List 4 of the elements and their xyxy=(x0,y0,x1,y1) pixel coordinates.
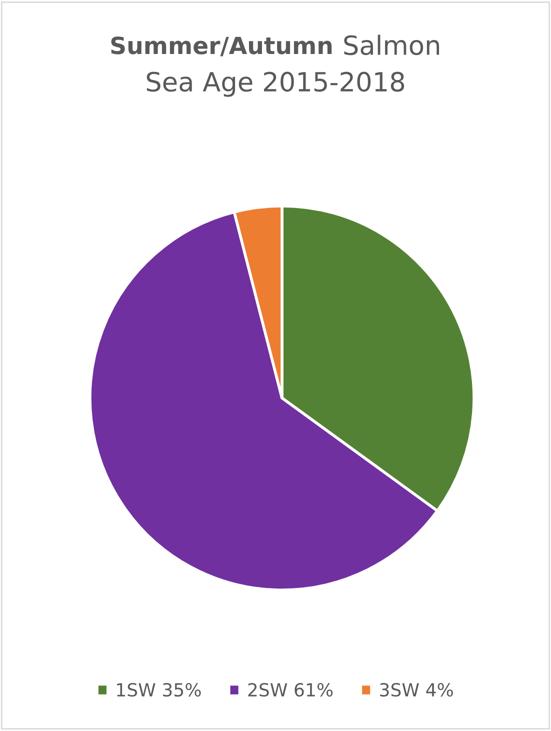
chart-title: Summer/Autumn Salmon Sea Age 2015-2018 xyxy=(111,34,440,97)
legend-label: 1SW 35% xyxy=(117,682,201,697)
legend-label: 2SW 61% xyxy=(248,682,333,697)
legend-label: 3SW 4% xyxy=(380,682,453,697)
